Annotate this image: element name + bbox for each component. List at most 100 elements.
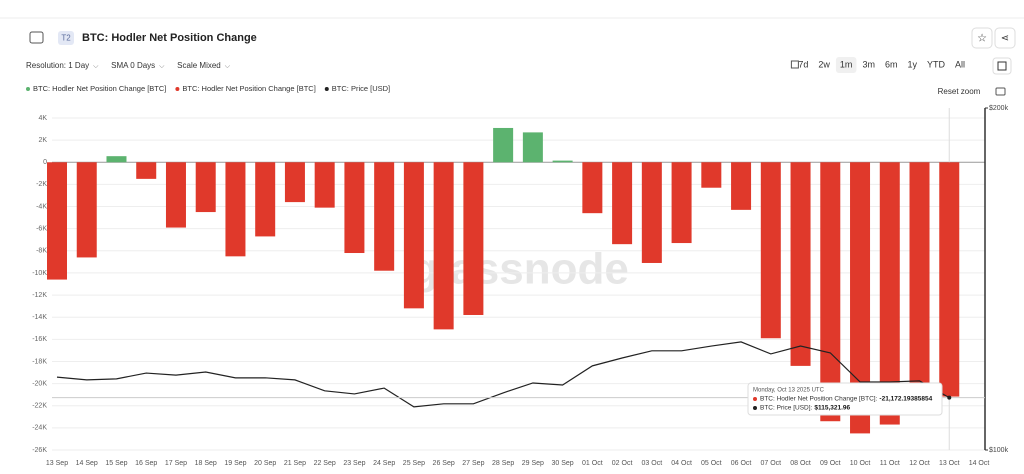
x-tick-label: 24 Sep <box>373 460 395 467</box>
bar <box>76 162 97 258</box>
tooltip <box>747 382 943 416</box>
star-button[interactable] <box>971 27 993 49</box>
bar <box>255 162 276 237</box>
bar <box>47 162 67 280</box>
x-tick-label: 13 Oct <box>939 460 960 467</box>
x-tick-label: 09 Oct <box>820 460 841 467</box>
bar <box>522 132 543 163</box>
x-tick-label: 12 Oct <box>909 460 930 467</box>
toolbar-control[interactable]: Resolution: 1 Day <box>26 61 89 70</box>
x-tick-label: 29 Sep <box>522 460 544 467</box>
x-tick-label: 03 Oct <box>642 460 663 467</box>
badge-bg <box>58 31 74 45</box>
sidebar-icon[interactable] <box>29 31 44 44</box>
bar <box>850 162 871 434</box>
legend-label: BTC: Price [USD] <box>332 84 390 93</box>
x-tick-label: 19 Sep <box>224 460 246 467</box>
tooltip-name: BTC: Hodler Net Position Change [BTC]: <box>760 396 878 403</box>
zoom-icon[interactable] <box>790 60 799 69</box>
bar <box>552 160 573 163</box>
tooltip-dot <box>753 397 757 401</box>
range-button[interactable]: YTD <box>927 59 946 69</box>
star-icon: ☆ <box>977 32 987 44</box>
range-button[interactable]: 1m <box>840 59 853 69</box>
bar <box>493 127 514 163</box>
bar <box>820 162 841 422</box>
y2-tick-label: $100k <box>989 447 1009 454</box>
bar <box>909 162 930 383</box>
share-icon: ⋖ <box>1001 33 1009 44</box>
range-button[interactable]: 6m <box>885 59 898 69</box>
dropdown-caret: ⌵ <box>225 63 231 70</box>
y-tick-label: -24K <box>32 425 47 432</box>
dropdown-caret: ⌵ <box>93 63 99 70</box>
range-button[interactable]: 2w <box>818 59 830 69</box>
x-tick-label: 04 Oct <box>671 460 692 467</box>
share-button[interactable] <box>994 27 1016 49</box>
legend-swatch <box>324 87 329 91</box>
x-tick-label: 25 Sep <box>403 460 425 467</box>
bar <box>284 162 305 203</box>
bar <box>106 156 127 163</box>
y-tick-label: -26K <box>32 447 47 454</box>
bar <box>612 162 633 245</box>
dropdown-caret: ⌵ <box>159 63 165 70</box>
x-tick-label: 28 Sep <box>492 460 514 467</box>
x-tick-label: 08 Oct <box>790 460 811 467</box>
y-tick-label: -2K <box>36 181 47 188</box>
x-tick-label: 30 Sep <box>552 460 574 467</box>
x-tick-label: 27 Sep <box>462 460 484 467</box>
y-tick-label: -4K <box>36 203 47 210</box>
toolbar-control[interactable]: Scale Mixed <box>177 61 221 70</box>
range-active <box>835 57 857 73</box>
y-tick-label: -14K <box>32 314 47 321</box>
tooltip-date: Monday, Oct 13 2025 UTC <box>753 388 825 394</box>
calendar-button[interactable] <box>992 57 1012 75</box>
y-tick-label: -6K <box>36 226 47 233</box>
range-button[interactable]: 1y <box>907 59 917 69</box>
y-tick-label: -16K <box>32 336 47 343</box>
x-tick-label: 01 Oct <box>582 460 603 467</box>
bar <box>314 162 335 208</box>
bar <box>641 162 662 263</box>
x-tick-label: 16 Sep <box>135 460 157 467</box>
x-tick-label: 02 Oct <box>612 460 633 467</box>
range-button[interactable]: All <box>955 59 965 69</box>
y-tick-label: -10K <box>32 270 47 277</box>
bar <box>760 162 781 339</box>
reset-zoom-label: Reset zoom <box>938 87 981 96</box>
legend-label: BTC: Hodler Net Position Change [BTC] <box>33 84 166 93</box>
bar <box>136 162 157 179</box>
x-tick-label: 26 Sep <box>433 460 455 467</box>
range-button[interactable]: 3m <box>862 59 875 69</box>
legend-label: BTC: Hodler Net Position Change [BTC] <box>182 84 315 93</box>
x-tick-label: 14 Sep <box>76 460 98 467</box>
calendar-icon <box>997 61 1007 71</box>
bar <box>433 162 454 330</box>
y-tick-label: -12K <box>32 292 47 299</box>
price-marker <box>947 395 952 400</box>
x-tick-label: 17 Sep <box>165 460 187 467</box>
bar <box>374 162 395 271</box>
range-button[interactable]: 7d <box>798 59 808 69</box>
bar <box>463 162 484 315</box>
tooltip-name: BTC: Price [USD]: <box>760 405 813 412</box>
bar <box>671 162 692 244</box>
y-tick-label: 0 <box>43 159 47 166</box>
x-tick-label: 18 Sep <box>195 460 217 467</box>
camera-icon[interactable] <box>995 87 1006 96</box>
bar <box>701 162 722 188</box>
bar <box>165 162 186 228</box>
tooltip-value: $115,321.96 <box>814 405 850 412</box>
tooltip-dot <box>753 406 757 410</box>
y-tick-label: 2K <box>38 137 47 144</box>
x-tick-label: 10 Oct <box>850 460 871 467</box>
x-tick-label: 23 Sep <box>343 460 365 467</box>
x-tick-label: 15 Sep <box>105 460 127 467</box>
bar <box>195 162 216 213</box>
bar <box>344 162 365 254</box>
toolbar-control[interactable]: SMA 0 Days <box>111 61 155 70</box>
y2-tick-label: $200k <box>989 105 1009 112</box>
x-tick-label: 11 Oct <box>880 460 900 467</box>
